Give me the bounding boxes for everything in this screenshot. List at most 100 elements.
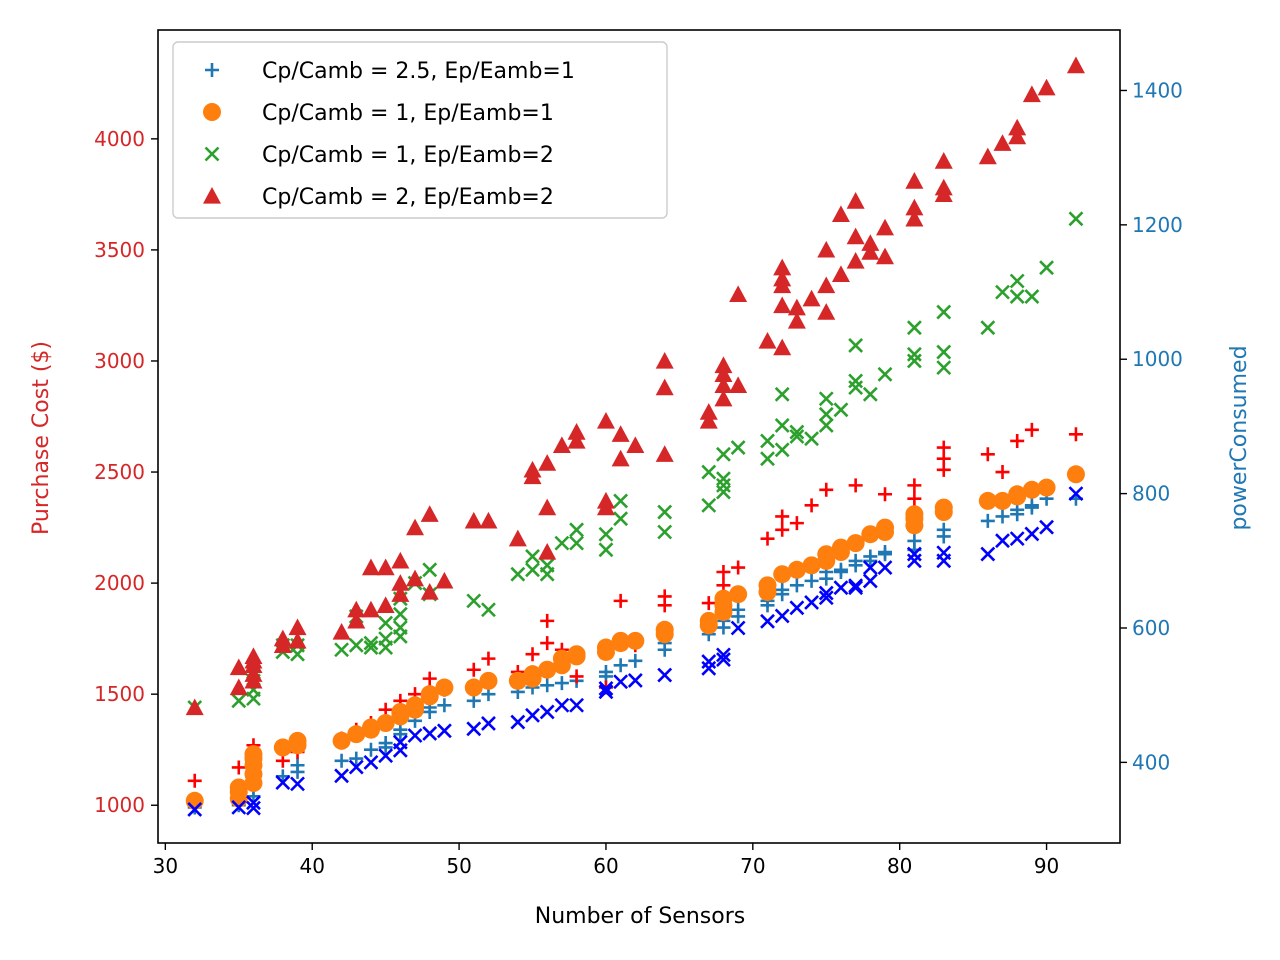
- data-point: [598, 681, 614, 696]
- data-point: [818, 585, 834, 601]
- data-point: [907, 491, 922, 506]
- x-tick-label: 40: [299, 854, 324, 878]
- y-right-tick-label: 800: [1132, 482, 1170, 506]
- data-point: [980, 546, 996, 562]
- data-point: [540, 613, 555, 628]
- data-point: [567, 645, 586, 664]
- data-point: [538, 543, 557, 560]
- data-point: [1009, 289, 1025, 304]
- data-point: [420, 685, 439, 704]
- data-point: [936, 440, 951, 455]
- data-point: [481, 715, 496, 731]
- data-point: [229, 658, 248, 676]
- data-point: [334, 768, 350, 784]
- data-point: [848, 338, 864, 353]
- data-point: [231, 799, 247, 815]
- data-point: [655, 445, 674, 462]
- plot-frame: [157, 29, 1121, 844]
- data-point: [347, 725, 366, 744]
- data-point: [436, 723, 452, 739]
- ticks-layer: 30 40 50 60 70 80 90 1000 1500 2000 2500 3000 3500 40…: [94, 78, 1183, 878]
- data-point: [1068, 427, 1083, 442]
- data-point: [936, 304, 952, 320]
- y-right-tick-label: 1400: [1132, 78, 1183, 102]
- data-point: [862, 386, 878, 402]
- data-point: [596, 411, 615, 429]
- data-point: [1039, 519, 1054, 535]
- data-point: [730, 440, 746, 456]
- data-point: [598, 526, 614, 542]
- data-point: [714, 376, 733, 394]
- data-point: [774, 442, 790, 458]
- data-point: [378, 736, 393, 751]
- data-point: [657, 589, 672, 604]
- data-point: [802, 556, 821, 575]
- data-point: [347, 600, 366, 618]
- data-point: [378, 748, 394, 764]
- data-point: [846, 252, 865, 269]
- data-point: [185, 791, 204, 810]
- legend-label-3: Cp/Camb = 2, Ep/Eamb=2: [262, 185, 554, 210]
- data-point: [435, 678, 454, 697]
- data-point: [978, 147, 997, 165]
- data-point: [244, 647, 263, 665]
- data-point: [714, 356, 733, 374]
- series-0-points: [187, 491, 1083, 815]
- data-point: [878, 487, 893, 502]
- data-point: [906, 546, 922, 562]
- data-point: [804, 573, 819, 588]
- data-point: [760, 531, 775, 546]
- series-5-points: [187, 486, 1084, 817]
- data-point: [877, 366, 893, 382]
- data-point: [657, 524, 673, 540]
- legend-marker-1: [203, 103, 221, 121]
- data-point: [831, 538, 850, 557]
- data-point: [773, 269, 792, 287]
- data-point: [569, 522, 584, 538]
- data-point: [831, 265, 850, 282]
- data-point: [246, 800, 261, 816]
- x-tick-label: 60: [593, 854, 618, 878]
- data-point: [995, 509, 1010, 524]
- data-point: [420, 582, 439, 600]
- data-point: [758, 576, 777, 595]
- series-3-points: [185, 56, 1085, 716]
- data-point: [187, 801, 203, 817]
- data-point: [936, 360, 952, 376]
- data-point: [877, 560, 893, 575]
- data-point: [288, 731, 307, 750]
- data-point: [817, 276, 836, 294]
- data-point: [422, 562, 438, 578]
- legend-entries: Cp/Camb = 2.5, Ep/Eamb=1 Cp/Camb = 1, Ep/…: [203, 59, 575, 210]
- data-point: [391, 702, 410, 721]
- data-point: [995, 465, 1010, 480]
- data-point: [789, 578, 804, 593]
- data-point: [655, 620, 674, 639]
- data-point: [231, 760, 246, 775]
- data-point: [846, 192, 865, 209]
- data-point: [246, 795, 261, 811]
- legend-marker-0: [205, 63, 219, 77]
- data-point: [422, 726, 438, 741]
- data-point: [861, 234, 880, 251]
- data-point: [1024, 498, 1039, 513]
- data-point: [613, 511, 629, 527]
- data-point: [787, 298, 806, 316]
- data-point: [361, 558, 380, 576]
- data-point: [729, 585, 748, 604]
- data-point: [1009, 273, 1025, 289]
- data-point: [876, 518, 895, 537]
- data-point: [479, 671, 498, 690]
- data-point: [655, 378, 674, 396]
- data-point: [361, 600, 380, 618]
- data-point: [538, 498, 557, 516]
- data-point: [376, 558, 395, 576]
- data-point: [348, 759, 364, 775]
- data-point: [862, 560, 878, 575]
- data-point: [993, 491, 1012, 510]
- data-point: [567, 423, 586, 440]
- data-point: [391, 551, 410, 569]
- data-point: [861, 525, 880, 544]
- data-point: [569, 669, 584, 684]
